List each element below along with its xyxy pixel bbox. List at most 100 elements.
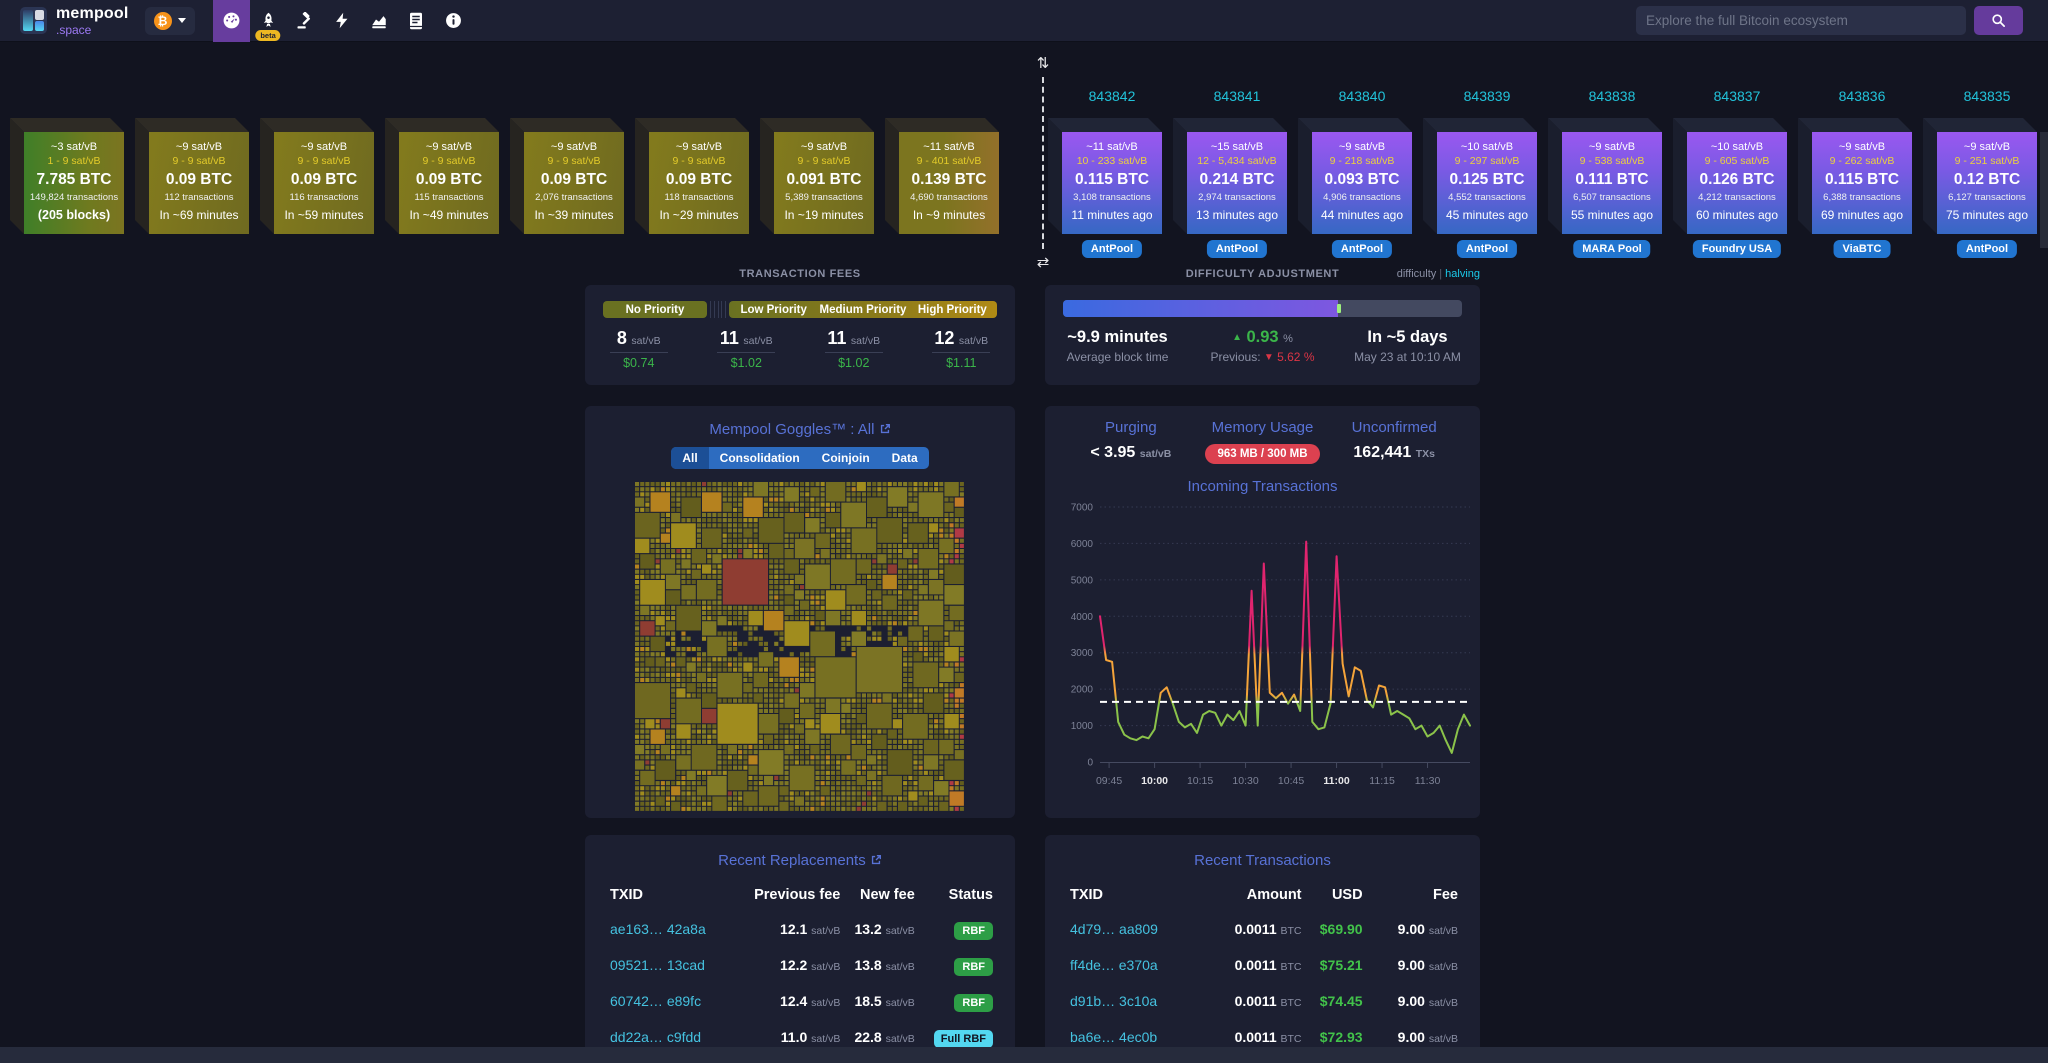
fee-tier-no-priority[interactable]: No Priority bbox=[603, 301, 707, 318]
block-median-fee: ~9 sat/vB bbox=[300, 141, 348, 153]
mined-block[interactable]: ~9 sat/vB 9 - 262 sat/vB 0.115 BTC 6,388 tr… bbox=[1812, 132, 1912, 234]
block-height-link[interactable]: 843838 bbox=[1588, 88, 1636, 104]
search-input[interactable] bbox=[1636, 6, 1966, 35]
mined-block-body[interactable]: ~10 sat/vB 9 - 605 sat/vB 0.126 BTC 4,212 t… bbox=[1687, 132, 1787, 234]
fee-tier-low-priority[interactable]: Low Priority bbox=[740, 303, 807, 316]
mempool-block-body[interactable]: ~11 sat/vB 9 - 401 sat/vB 0.139 BTC 4,690 t… bbox=[899, 132, 999, 234]
block-mined-time: 60 minutes ago bbox=[1695, 208, 1779, 222]
tab-coinjoin[interactable]: Coinjoin bbox=[821, 451, 870, 465]
external-link-icon bbox=[871, 855, 881, 865]
mempool-block-body[interactable]: ~9 sat/vB 9 - 9 sat/vB 0.09 BTC 116 transac… bbox=[274, 132, 374, 234]
block-height-link[interactable]: 843840 bbox=[1338, 88, 1386, 104]
mempool-block-body[interactable]: ~9 sat/vB 9 - 9 sat/vB 0.09 BTC 2,076 trans… bbox=[524, 132, 624, 234]
mined-block-body[interactable]: ~11 sat/vB 10 - 233 sat/vB 0.115 BTC 3,108 … bbox=[1062, 132, 1162, 234]
mined-block-body[interactable]: ~9 sat/vB 9 - 218 sat/vB 0.093 BTC 4,906 tr… bbox=[1312, 132, 1412, 234]
recent-replacements-link[interactable]: Recent Replacements bbox=[585, 852, 1015, 869]
mined-block[interactable]: ~15 sat/vB 12 - 5,434 sat/vB 0.214 BTC 2,97… bbox=[1187, 132, 1287, 234]
mining-pool-badge[interactable]: AntPool bbox=[1206, 240, 1268, 258]
caret-down-icon bbox=[177, 18, 186, 23]
mempool-block-body[interactable]: ~9 sat/vB 9 - 9 sat/vB 0.09 BTC 115 transac… bbox=[399, 132, 499, 234]
txid-link[interactable]: 4d79… aa809 bbox=[1070, 921, 1158, 937]
mempool-block-body[interactable]: ~9 sat/vB 9 - 9 sat/vB 0.091 BTC 5,389 tran… bbox=[774, 132, 874, 234]
mempool-block-body[interactable]: ~9 sat/vB 9 - 9 sat/vB 0.09 BTC 112 transac… bbox=[149, 132, 249, 234]
difficulty-link[interactable]: difficulty bbox=[1396, 268, 1437, 280]
mined-block[interactable]: ~10 sat/vB 9 - 297 sat/vB 0.125 BTC 4,552 t… bbox=[1437, 132, 1537, 234]
txid-link[interactable]: 60742… e89fc bbox=[610, 993, 702, 1009]
mempool-logo[interactable]: mempool .space bbox=[20, 5, 129, 36]
txid-link[interactable]: d91b… 3c10a bbox=[1070, 993, 1158, 1009]
block-height-link[interactable]: 843839 bbox=[1463, 88, 1511, 104]
mempool-block[interactable]: ~11 sat/vB 9 - 401 sat/vB 0.139 BTC 4,690 t… bbox=[899, 132, 999, 234]
fee-tier-medium-priority[interactable]: Medium Priority bbox=[819, 303, 907, 316]
mining-pool-badge[interactable]: MARA Pool bbox=[1573, 240, 1651, 258]
nav-mining[interactable] bbox=[287, 0, 324, 42]
mined-block[interactable]: ~9 sat/vB 9 - 251 sat/vB 0.12 BTC 6,127 tra… bbox=[1937, 132, 2037, 234]
nav-docs[interactable] bbox=[398, 0, 435, 42]
mining-pool-badge[interactable]: ViaBTC bbox=[1833, 240, 1891, 258]
mining-pool-badge[interactable]: AntPool bbox=[1956, 240, 2018, 258]
mined-block[interactable]: ~10 sat/vB 9 - 605 sat/vB 0.126 BTC 4,212 t… bbox=[1687, 132, 1787, 234]
block-total-fees: 0.09 BTC bbox=[665, 171, 733, 188]
block-total-fees: 0.126 BTC bbox=[1699, 171, 1775, 188]
mempool-block[interactable]: ~9 sat/vB 9 - 9 sat/vB 0.09 BTC 112 transac… bbox=[149, 132, 249, 234]
recent-replacements-card: Recent Replacements TXID Previous fee Ne… bbox=[585, 835, 1015, 1063]
block-height-link[interactable]: 843836 bbox=[1838, 88, 1886, 104]
mining-pool-badge[interactable]: AntPool bbox=[1331, 240, 1393, 258]
mempool-block[interactable]: ~9 sat/vB 9 - 9 sat/vB 0.09 BTC 115 transac… bbox=[399, 132, 499, 234]
mined-block-body[interactable]: ~15 sat/vB 12 - 5,434 sat/vB 0.214 BTC 2,97… bbox=[1187, 132, 1287, 234]
tab-consolidation[interactable]: Consolidation bbox=[719, 451, 800, 465]
block-tx-count: 5,389 transactions bbox=[785, 192, 863, 203]
fee-tier-high-priority[interactable]: High Priority bbox=[917, 303, 987, 316]
tab-all[interactable]: All bbox=[671, 447, 709, 469]
block-fee-range: 9 - 401 sat/vB bbox=[916, 155, 982, 167]
halving-link[interactable]: halving bbox=[1445, 268, 1480, 280]
txid-link[interactable]: dd22a… c9fdd bbox=[610, 1029, 702, 1045]
mining-pool-badge[interactable]: AntPool bbox=[1456, 240, 1518, 258]
mempool-treemap[interactable] bbox=[635, 482, 965, 812]
block-height-link[interactable]: 843842 bbox=[1088, 88, 1136, 104]
mined-block[interactable]: ~9 sat/vB 9 - 538 sat/vB 0.111 BTC 6,507 tr… bbox=[1562, 132, 1662, 234]
goggles-title-link[interactable]: Mempool Goggles™ : All bbox=[585, 421, 1015, 438]
mempool-block[interactable]: ~9 sat/vB 9 - 9 sat/vB 0.091 BTC 5,389 tran… bbox=[774, 132, 874, 234]
block-height-link[interactable]: 843837 bbox=[1713, 88, 1761, 104]
network-selector[interactable]: ₿ bbox=[144, 6, 195, 35]
nav-statistics[interactable] bbox=[361, 0, 398, 42]
mempool-stats-card: Purging < 3.95 sat/vB Memory Usage 963 M… bbox=[1045, 406, 1480, 818]
difficulty-section-title: DIFFICULTY ADJUSTMENT bbox=[1185, 268, 1340, 280]
mempool-block[interactable]: ~9 sat/vB 9 - 9 sat/vB 0.09 BTC 118 transac… bbox=[649, 132, 749, 234]
mempool-block[interactable]: ~9 sat/vB 9 - 9 sat/vB 0.09 BTC 2,076 trans… bbox=[524, 132, 624, 234]
mined-block[interactable]: ~9 sat/vB 9 - 218 sat/vB 0.093 BTC 4,906 tr… bbox=[1312, 132, 1412, 234]
txid-link[interactable]: ba6e… 4ec0b bbox=[1070, 1029, 1158, 1045]
nav-lightning[interactable] bbox=[324, 0, 361, 42]
nav-mempool-beta[interactable]: beta bbox=[250, 0, 287, 42]
search-button[interactable] bbox=[1974, 6, 2023, 35]
mempool-block[interactable]: ~3 sat/vB 1 - 9 sat/vB 7.785 BTC 149,824 tr… bbox=[24, 132, 124, 234]
mined-block-body[interactable]: ~9 sat/vB 9 - 251 sat/vB 0.12 BTC 6,127 tra… bbox=[1937, 132, 2037, 234]
block-median-fee: ~9 sat/vB bbox=[675, 141, 723, 153]
block-tx-count: 6,507 transactions bbox=[1573, 192, 1651, 203]
tab-data[interactable]: Data bbox=[891, 451, 918, 465]
fee-rate: 11 sat/vB bbox=[827, 328, 881, 348]
mempool-block-body[interactable]: ~9 sat/vB 9 - 9 sat/vB 0.09 BTC 118 transac… bbox=[649, 132, 749, 234]
block-fee-range: 10 - 233 sat/vB bbox=[1076, 155, 1148, 167]
txid-link[interactable]: ff4de… e370a bbox=[1070, 957, 1158, 973]
block-height-link[interactable]: 843841 bbox=[1213, 88, 1261, 104]
mempool-block[interactable]: ~9 sat/vB 9 - 9 sat/vB 0.09 BTC 116 transac… bbox=[274, 132, 374, 234]
mined-block-body[interactable]: ~9 sat/vB 9 - 262 sat/vB 0.115 BTC 6,388 tr… bbox=[1812, 132, 1912, 234]
status-badge: RBF bbox=[954, 958, 993, 976]
mined-block[interactable]: ~11 sat/vB 10 - 233 sat/vB 0.115 BTC 3,108 … bbox=[1062, 132, 1162, 234]
txid-link[interactable]: ae163… 42a8a bbox=[610, 921, 706, 937]
block-median-fee: ~9 sat/vB bbox=[1838, 141, 1886, 153]
block-height-link[interactable]: 843835 bbox=[1963, 88, 2011, 104]
nav-about[interactable] bbox=[435, 0, 472, 42]
fee-values-row: 8 sat/vB $0.74 11 sat/vB $1.02 11 sat/vB $1.0… bbox=[585, 328, 1015, 370]
nav-dashboard[interactable] bbox=[212, 0, 250, 42]
mined-block-body[interactable]: ~9 sat/vB 9 - 538 sat/vB 0.111 BTC 6,507 tr… bbox=[1562, 132, 1662, 234]
mining-pool-badge[interactable]: AntPool bbox=[1081, 240, 1143, 258]
txid-link[interactable]: 09521… 13cad bbox=[610, 957, 705, 973]
horizontal-scrollbar[interactable] bbox=[0, 1047, 2048, 1063]
mined-block-body[interactable]: ~10 sat/vB 9 - 297 sat/vB 0.125 BTC 4,552 t… bbox=[1437, 132, 1537, 234]
mempool-block-body[interactable]: ~3 sat/vB 1 - 9 sat/vB 7.785 BTC 149,824 tr… bbox=[24, 132, 124, 234]
svg-text:2000: 2000 bbox=[1071, 685, 1094, 696]
mining-pool-badge[interactable]: Foundry USA bbox=[1692, 240, 1782, 258]
